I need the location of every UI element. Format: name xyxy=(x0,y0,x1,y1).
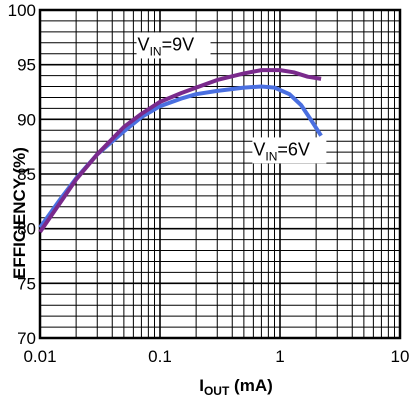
y-tick-label: 80 xyxy=(17,220,36,239)
series-label-rest: =6V xyxy=(277,139,310,159)
y-tick-label: 95 xyxy=(17,56,36,75)
x-axis-title: IOUT (mA) xyxy=(199,376,273,398)
y-tick-label: 70 xyxy=(17,329,36,348)
series-label-rest: =9V xyxy=(162,34,195,54)
x-tick-label: 0.1 xyxy=(148,347,172,366)
series-line xyxy=(38,68,322,234)
series-label-backdrop xyxy=(252,137,327,164)
x-tick-label: 1 xyxy=(275,347,284,366)
y-tick-label: 90 xyxy=(17,110,36,129)
series-label-sub: IN xyxy=(265,149,277,163)
x-axis-title-sub: OUT xyxy=(204,384,230,398)
grid-lines xyxy=(40,10,400,338)
series-label-main: V xyxy=(253,139,265,159)
x-axis-title-main: I xyxy=(199,376,204,395)
x-tick-label: 0.01 xyxy=(23,347,56,366)
series-lines xyxy=(38,68,323,234)
x-axis-title-rest: (mA) xyxy=(229,376,272,395)
y-tick-label: 75 xyxy=(17,274,36,293)
series-label-sub: IN xyxy=(150,44,162,58)
y-tick-label: 100 xyxy=(8,1,36,20)
y-axis-title: EFFICIENCY (%) xyxy=(10,147,29,279)
plot-frame xyxy=(38,8,402,340)
y-tick-labels: 70 75 80 85 90 95 100 xyxy=(8,1,36,348)
x-tick-label: 10 xyxy=(391,347,410,366)
series-label-main: V xyxy=(138,34,150,54)
series-label: VIN=9V xyxy=(138,34,195,58)
series-label-backdrop xyxy=(136,32,211,59)
series-label: VIN=6V xyxy=(253,139,310,163)
y-tick-label: 85 xyxy=(17,165,36,184)
x-tick-labels: 0.01 0.1 1 10 xyxy=(23,347,409,366)
